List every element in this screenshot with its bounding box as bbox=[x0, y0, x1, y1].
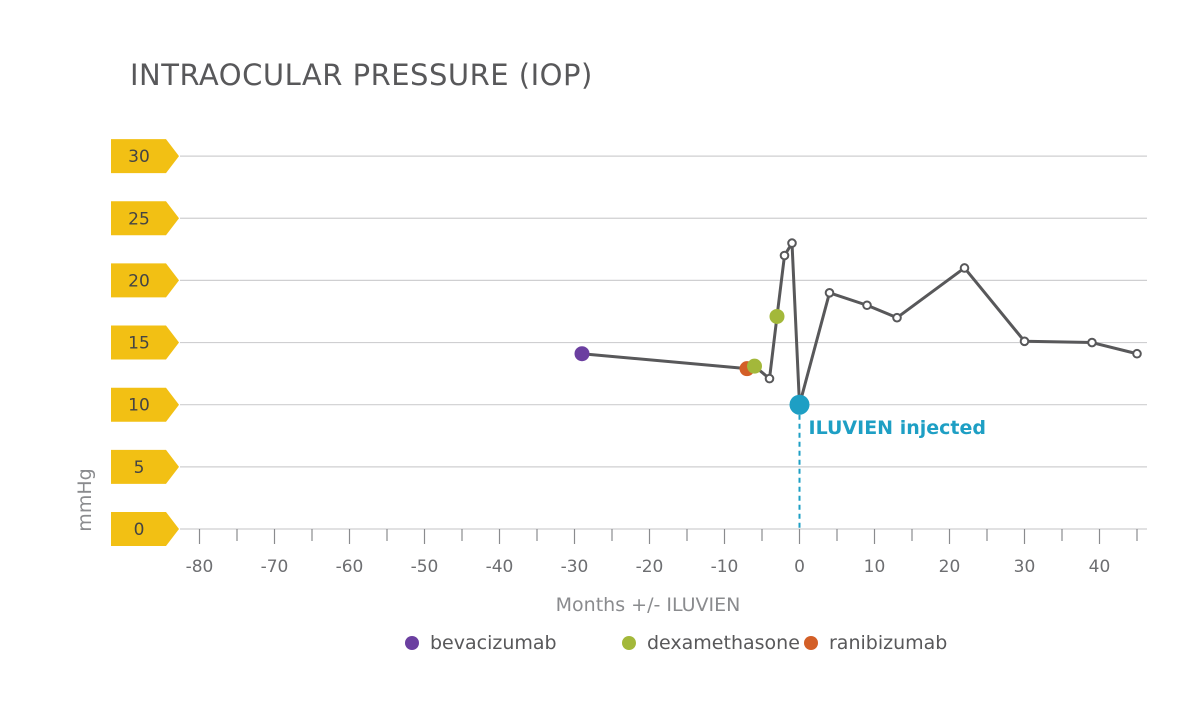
y-tick-label: 15 bbox=[128, 334, 150, 354]
x-tick-label: -30 bbox=[561, 557, 589, 577]
x-axis-title: Months +/- ILUVIEN bbox=[556, 594, 741, 616]
y-tick-tag bbox=[111, 325, 179, 360]
y-tick-tag bbox=[111, 387, 179, 422]
y-tick-tag bbox=[111, 201, 179, 236]
y-tick-label: 0 bbox=[134, 520, 145, 540]
x-tick-label: -10 bbox=[711, 557, 739, 577]
y-axis-title: mmHg bbox=[74, 468, 96, 531]
injection-annotation: ILUVIEN injected bbox=[809, 417, 986, 439]
legend-marker-bevacizumab bbox=[405, 636, 419, 650]
data-point-dexamethasone bbox=[747, 358, 762, 374]
y-tick-label: 10 bbox=[128, 396, 150, 416]
iluvien-injection-point bbox=[789, 394, 810, 415]
data-point-dexamethasone bbox=[769, 308, 785, 324]
legend-marker-ranibizumab bbox=[804, 636, 818, 650]
chart-title: INTRAOCULAR PRESSURE (IOP) bbox=[130, 58, 593, 92]
y-tick-label: 20 bbox=[128, 271, 150, 291]
x-tick-label: -70 bbox=[261, 557, 289, 577]
y-tick-tag bbox=[111, 139, 179, 174]
x-tick-label: 40 bbox=[1089, 557, 1111, 577]
data-point bbox=[892, 312, 902, 323]
legend-label-ranibizumab: ranibizumab bbox=[829, 632, 947, 654]
y-tick-label: 25 bbox=[128, 209, 150, 229]
legend-label-bevacizumab: bevacizumab bbox=[430, 632, 557, 654]
data-point bbox=[787, 238, 797, 248]
data-point bbox=[862, 300, 872, 311]
legend-marker-dexamethasone bbox=[622, 636, 636, 650]
data-point bbox=[779, 250, 790, 261]
y-tick-label: 30 bbox=[128, 147, 150, 167]
x-tick-label: -50 bbox=[411, 557, 439, 577]
x-tick-label: -60 bbox=[336, 557, 364, 577]
x-tick-label: 20 bbox=[939, 557, 961, 577]
x-tick-label: 10 bbox=[864, 557, 886, 577]
data-point bbox=[959, 263, 970, 273]
x-tick-label: -80 bbox=[186, 557, 214, 577]
data-point-bevacizumab bbox=[574, 346, 590, 362]
y-tick-tag bbox=[111, 512, 179, 546]
legend-label-dexamethasone: dexamethasone bbox=[647, 632, 800, 654]
x-tick-label: -40 bbox=[486, 557, 514, 577]
x-tick-label: 0 bbox=[794, 557, 805, 577]
y-tick-tag bbox=[111, 449, 179, 484]
x-tick-label: 30 bbox=[1014, 557, 1036, 577]
data-point bbox=[824, 288, 835, 298]
data-point bbox=[1087, 337, 1097, 348]
data-point bbox=[764, 373, 775, 384]
y-tick-label: 5 bbox=[134, 458, 145, 478]
iop-series-line bbox=[581, 241, 1138, 407]
data-point bbox=[1132, 348, 1142, 359]
data-point bbox=[1019, 336, 1030, 347]
x-tick-label: -20 bbox=[636, 557, 664, 577]
y-tick-tag bbox=[111, 263, 179, 298]
